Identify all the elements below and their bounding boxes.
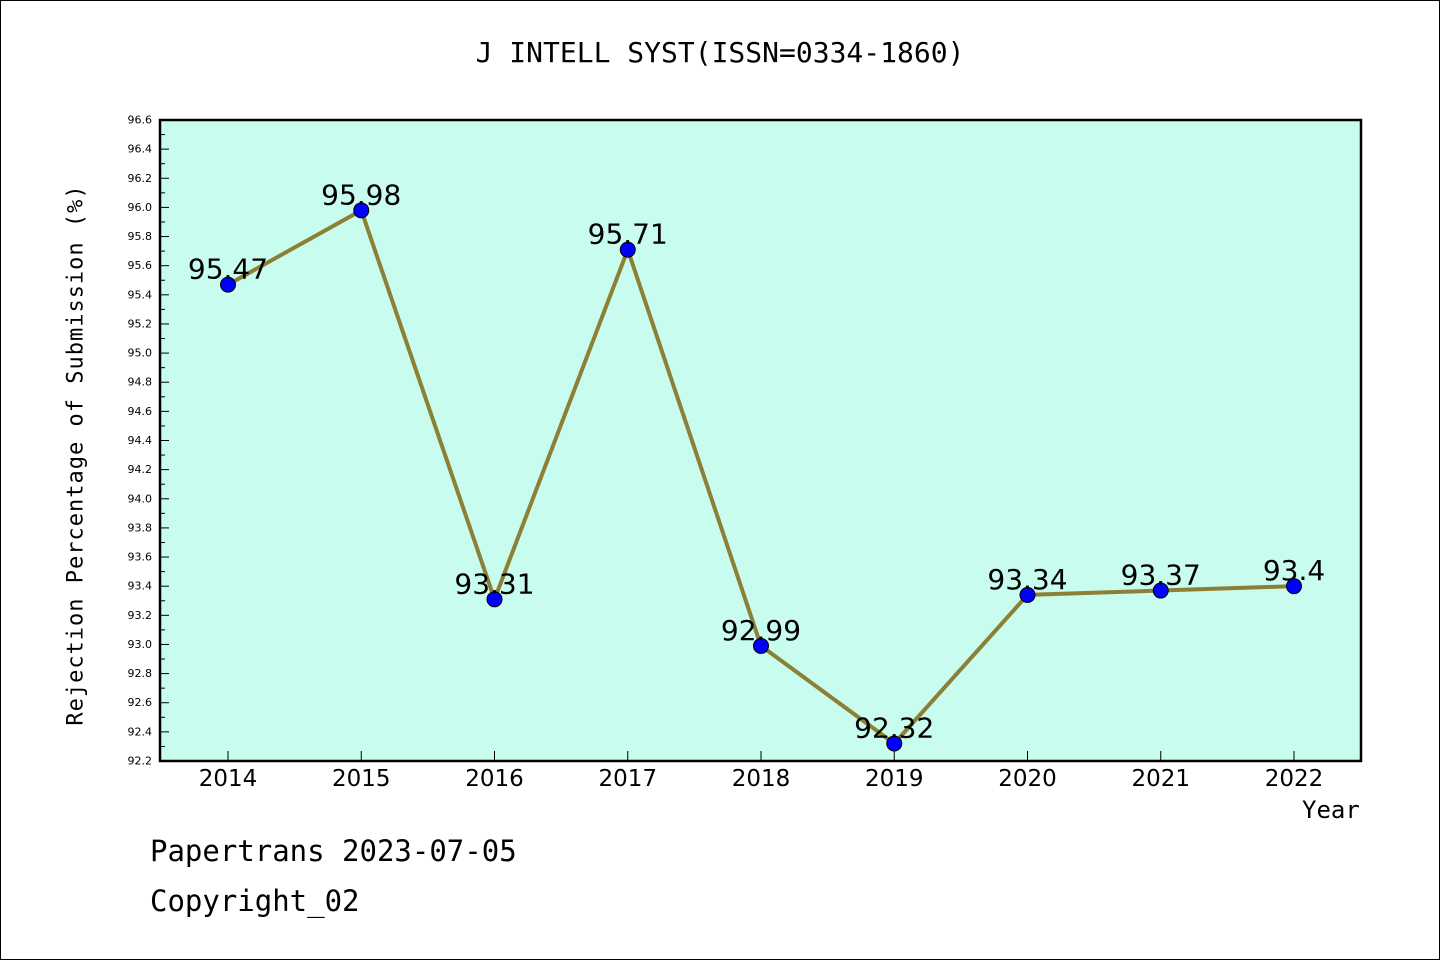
footer-copyright: Copyright_02 xyxy=(150,884,360,918)
y-tick-label: 95.6 xyxy=(128,259,153,272)
chart-title: J INTELL SYST(ISSN=0334-1860) xyxy=(475,36,965,69)
data-labels: 95.47 95.98 93.31 95.71 92.99 92.32 93.34 93.37… xyxy=(188,178,1325,744)
plot-area xyxy=(160,120,1361,761)
data-label-2022: 93.4 xyxy=(1263,554,1325,587)
y-tick-label: 92.2 xyxy=(128,755,153,768)
y-tick-label: 96.0 xyxy=(128,201,153,214)
y-tick-label: 93.8 xyxy=(128,521,153,534)
data-point-2022 xyxy=(1286,578,1302,595)
data-label-2020: 93.34 xyxy=(987,563,1067,596)
data-label-2019: 92.32 xyxy=(854,712,934,745)
data-markers xyxy=(220,202,1302,752)
x-tick-label: 2021 xyxy=(1131,766,1190,792)
x-tick-label: 2017 xyxy=(598,766,657,792)
y-axis-label: Rejection Percentage of Submission (%) xyxy=(63,184,89,726)
y-tick-label: 93.0 xyxy=(128,638,153,651)
y-tick-label: 93.2 xyxy=(128,609,153,622)
data-label-2021: 93.37 xyxy=(1121,559,1201,592)
y-tick-label: 92.4 xyxy=(128,725,153,738)
y-tick-label: 94.6 xyxy=(128,405,153,418)
y-tick-label: 94.0 xyxy=(128,492,153,505)
y-tick-label: 94.8 xyxy=(128,376,153,389)
y-tick-label: 95.4 xyxy=(128,288,153,301)
x-tick-label: 2014 xyxy=(199,766,258,792)
data-point-2017 xyxy=(619,241,636,258)
y-tick-label: 96.2 xyxy=(128,172,153,185)
x-tick-label: 2015 xyxy=(332,766,391,792)
data-label-2015: 95.98 xyxy=(321,178,401,211)
footer-source: Papertrans 2023-07-05 xyxy=(150,834,517,868)
data-point-2014 xyxy=(220,276,236,293)
data-point-2015 xyxy=(353,202,370,219)
x-tick-label: 2022 xyxy=(1265,766,1324,792)
data-point-2018 xyxy=(753,637,769,654)
data-point-2019 xyxy=(886,735,903,752)
y-tick-label: 94.4 xyxy=(128,434,153,447)
plot-border xyxy=(158,118,1363,763)
x-tick-label: 2016 xyxy=(465,766,524,792)
y-tick-label: 92.6 xyxy=(128,696,153,709)
y-tick-label: 93.6 xyxy=(128,551,153,564)
data-point-2021 xyxy=(1152,582,1169,599)
data-label-2016: 93.31 xyxy=(454,567,534,600)
x-tick-label: 2020 xyxy=(998,766,1057,792)
data-label-2017: 95.71 xyxy=(588,218,668,251)
axis-ticks: 92.2 92.4 92.6 92.8 93.0 93.2 93.4 93.6 93.8 94.0… xyxy=(128,114,1324,793)
y-tick-label: 96.4 xyxy=(128,143,153,156)
data-label-2018: 92.99 xyxy=(721,614,801,647)
data-point-2020 xyxy=(1019,586,1036,603)
y-tick-label: 92.8 xyxy=(128,667,153,680)
data-point-2016 xyxy=(486,591,503,608)
x-tick-label: 2018 xyxy=(732,766,791,792)
y-tick-label: 96.6 xyxy=(128,114,153,127)
y-tick-label: 95.2 xyxy=(128,317,153,330)
y-tick-label: 94.2 xyxy=(128,463,153,476)
x-axis-label: Year xyxy=(1302,796,1360,824)
data-label-2014: 95.47 xyxy=(188,253,268,286)
y-tick-label: 93.4 xyxy=(128,580,153,593)
y-tick-label: 95.0 xyxy=(128,347,153,360)
y-tick-label: 95.8 xyxy=(128,230,153,243)
x-tick-label: 2019 xyxy=(865,766,924,792)
